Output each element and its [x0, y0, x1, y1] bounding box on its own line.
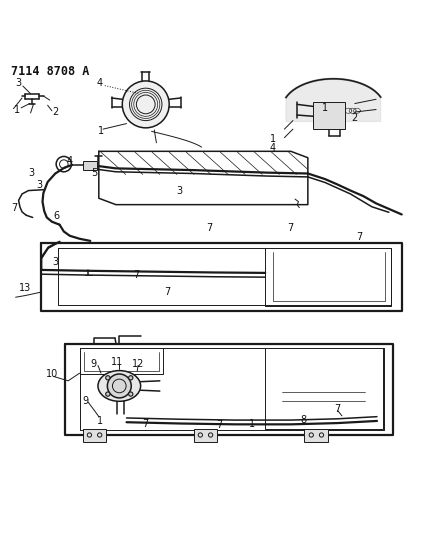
- Text: 4: 4: [67, 156, 73, 166]
- Text: 1: 1: [97, 416, 103, 426]
- Text: 11: 11: [110, 358, 123, 367]
- Text: 2: 2: [352, 113, 358, 123]
- Text: 7: 7: [207, 223, 213, 233]
- Ellipse shape: [98, 370, 141, 401]
- FancyBboxPatch shape: [83, 161, 97, 170]
- Text: 1: 1: [14, 104, 20, 115]
- Text: 7: 7: [164, 287, 170, 297]
- Text: 7: 7: [143, 419, 149, 430]
- Circle shape: [129, 376, 133, 380]
- Text: 13: 13: [19, 283, 32, 293]
- Text: 3: 3: [36, 180, 42, 190]
- Text: 12: 12: [132, 359, 144, 369]
- Circle shape: [106, 392, 110, 396]
- Text: 7: 7: [356, 232, 362, 241]
- Text: 1: 1: [270, 134, 276, 143]
- Text: 7: 7: [288, 223, 294, 233]
- Text: 7114 8708 A: 7114 8708 A: [12, 65, 90, 78]
- Text: 3: 3: [177, 185, 183, 196]
- Polygon shape: [286, 79, 380, 122]
- FancyBboxPatch shape: [83, 429, 107, 442]
- Text: 8: 8: [300, 415, 306, 425]
- Text: 6: 6: [53, 211, 59, 221]
- Circle shape: [122, 81, 169, 128]
- Text: 4: 4: [270, 143, 276, 153]
- FancyBboxPatch shape: [193, 429, 217, 442]
- Text: 7: 7: [334, 405, 340, 415]
- Text: 9: 9: [91, 359, 97, 369]
- Circle shape: [107, 374, 131, 398]
- Text: 1: 1: [250, 419, 256, 430]
- Text: 7: 7: [11, 203, 18, 213]
- Circle shape: [129, 392, 133, 396]
- Text: 3: 3: [52, 257, 58, 267]
- Text: 1: 1: [98, 126, 104, 136]
- Text: 5: 5: [92, 168, 98, 179]
- Text: 2: 2: [52, 107, 59, 117]
- Circle shape: [106, 376, 110, 380]
- Text: 3: 3: [29, 168, 35, 179]
- Text: 7: 7: [133, 270, 140, 280]
- Text: 10: 10: [46, 369, 58, 379]
- Text: 7: 7: [216, 420, 222, 430]
- FancyBboxPatch shape: [304, 429, 328, 442]
- Text: 4: 4: [97, 78, 103, 88]
- Text: 1: 1: [322, 103, 328, 113]
- Text: 3: 3: [15, 78, 22, 88]
- Text: 9: 9: [82, 396, 88, 406]
- FancyBboxPatch shape: [313, 102, 345, 129]
